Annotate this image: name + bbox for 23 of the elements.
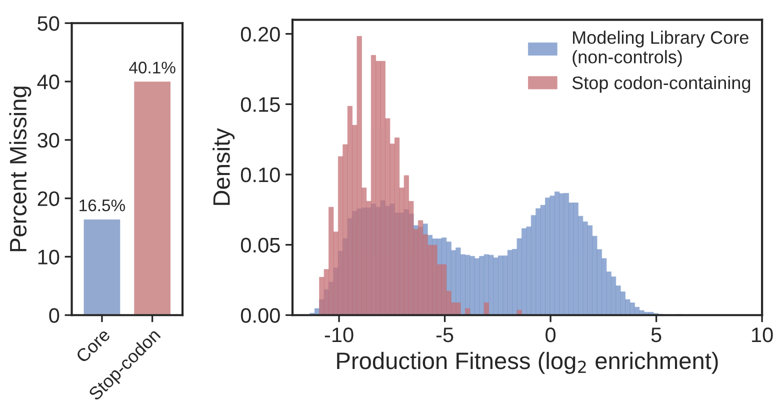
y-tick-label: 30 xyxy=(38,132,60,148)
y-tick-label: 0.15 xyxy=(240,97,280,112)
y-tick-label: 10 xyxy=(38,250,60,264)
y-tick-label: 20 xyxy=(38,191,60,206)
y-tick-label: 0.00 xyxy=(240,308,280,323)
y-tick-label: 0 xyxy=(49,308,60,323)
y-tick-label: 0.20 xyxy=(240,26,280,42)
x-tick-label: 5 xyxy=(651,328,662,342)
y-tick-label: 0.10 xyxy=(240,168,280,182)
x-axis-title: Production Fitness (log$_{2}$ enrichment) xyxy=(337,352,718,374)
x-tick-label: 10 xyxy=(752,327,773,342)
y-tick-label: 40 xyxy=(37,74,60,90)
y-tick-label: 50 xyxy=(38,16,60,31)
y-axis-title: Density xyxy=(212,128,235,205)
y-tick-label: 0.05 xyxy=(240,238,280,253)
legend-label: Stop codon-containing xyxy=(572,76,750,93)
x-tick-label: 0 xyxy=(546,327,556,342)
data-label: 40.1% xyxy=(129,62,176,74)
x-tick-label: -5 xyxy=(436,328,454,342)
legend-label: Modeling Library Core (non-controls) xyxy=(572,30,748,67)
y-axis-title: Percent Missing xyxy=(9,86,32,252)
data-label: 16.5% xyxy=(80,200,126,212)
x-tick-label: -10 xyxy=(324,327,354,342)
